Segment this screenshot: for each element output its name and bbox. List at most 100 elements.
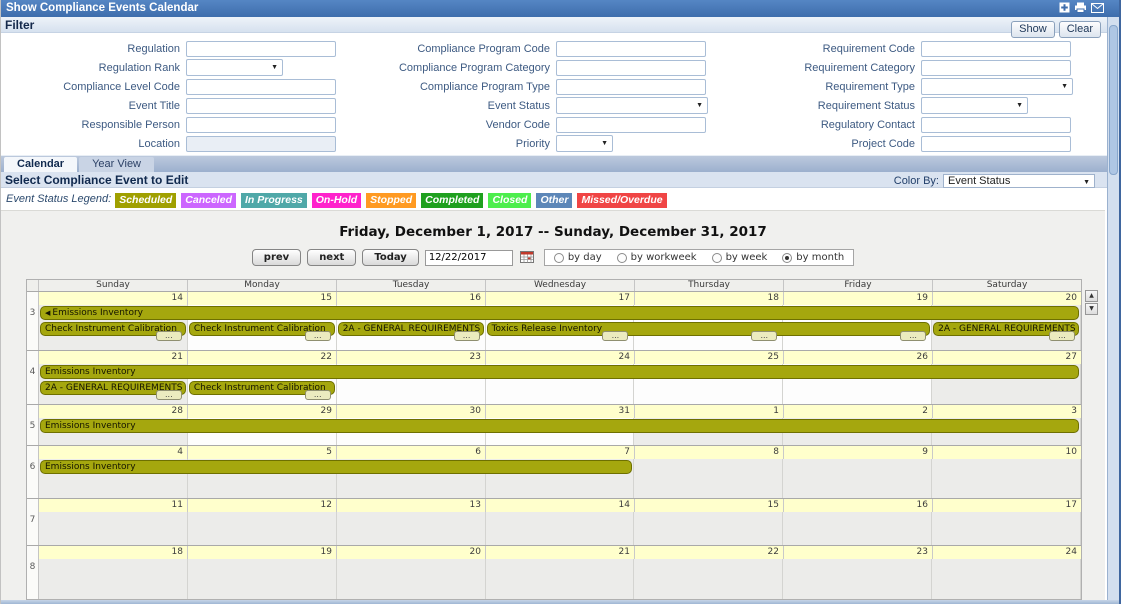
date-cell[interactable]: 18	[635, 292, 784, 305]
color-by-select[interactable]: Event Status ▼	[943, 174, 1095, 188]
date-picker-icon[interactable]	[520, 248, 534, 267]
date-cell[interactable]: 24	[933, 546, 1081, 559]
date-cell[interactable]: 30	[337, 405, 486, 418]
date-cell[interactable]: 23	[784, 546, 933, 559]
event-bar-emissions-inventory[interactable]: Emissions Inventory	[40, 460, 632, 474]
tab-year-view[interactable]: Year View	[79, 157, 154, 172]
clear-button[interactable]: Clear	[1059, 21, 1101, 38]
day-cell[interactable]	[337, 559, 486, 599]
date-cell[interactable]: 26	[784, 351, 933, 364]
field-vendor-code[interactable]	[556, 117, 706, 133]
date-cell[interactable]: 6	[337, 446, 486, 459]
date-cell[interactable]: 1	[635, 405, 784, 418]
field-responsible-person[interactable]	[186, 117, 336, 133]
date-cell[interactable]: 9	[784, 446, 933, 459]
date-cell[interactable]: 29	[188, 405, 337, 418]
scroll-up-icon[interactable]: ▲	[1085, 290, 1098, 302]
event-bar-toxics-release-inventory[interactable]: Toxics Release Inventory	[487, 322, 931, 336]
field-requirement-code[interactable]	[921, 41, 1071, 57]
date-cell[interactable]: 20	[337, 546, 486, 559]
event-options-button[interactable]: ...	[900, 331, 926, 341]
event-options-button[interactable]: ...	[1049, 331, 1075, 341]
date-cell[interactable]: 12	[188, 499, 337, 512]
date-cell[interactable]: 15	[635, 499, 784, 512]
day-cell[interactable]	[634, 559, 783, 599]
date-cell[interactable]: 5	[188, 446, 337, 459]
date-cell[interactable]: 14	[486, 499, 635, 512]
day-cell[interactable]	[188, 559, 337, 599]
event-options-button[interactable]: ...	[156, 331, 182, 341]
date-cell[interactable]: 11	[39, 499, 188, 512]
field-regulatory-contact[interactable]	[921, 117, 1071, 133]
date-cell[interactable]: 19	[784, 292, 933, 305]
tab-calendar[interactable]: Calendar	[4, 157, 77, 172]
date-input[interactable]	[425, 250, 513, 266]
day-cell[interactable]	[188, 512, 337, 545]
day-cell[interactable]	[486, 512, 635, 545]
field-location[interactable]	[186, 136, 336, 152]
date-cell[interactable]: 17	[486, 292, 635, 305]
date-cell[interactable]: 4	[39, 446, 188, 459]
field-event-title[interactable]	[186, 98, 336, 114]
day-cell[interactable]	[783, 512, 932, 545]
view-option-by-month[interactable]: by month	[782, 252, 844, 263]
event-options-button[interactable]: ...	[156, 390, 182, 400]
event-bar-emissions-inventory[interactable]: Emissions Inventory	[40, 365, 1079, 379]
field-requirement-category[interactable]	[921, 60, 1071, 76]
date-cell[interactable]: 18	[39, 546, 188, 559]
field-requirement-type[interactable]: ▼	[921, 78, 1073, 95]
field-event-status[interactable]: ▼	[556, 97, 708, 114]
date-cell[interactable]: 10	[933, 446, 1081, 459]
date-cell[interactable]: 2	[784, 405, 933, 418]
scroll-down-icon[interactable]: ▼	[1085, 303, 1098, 315]
date-cell[interactable]: 27	[933, 351, 1081, 364]
field-priority[interactable]: ▼	[556, 135, 613, 152]
event-bar-emissions-inventory[interactable]: ◀Emissions Inventory	[40, 306, 1079, 320]
view-option-by-workweek[interactable]: by workweek	[617, 252, 697, 263]
field-regulation-rank[interactable]: ▼	[186, 59, 283, 76]
day-cell[interactable]	[486, 559, 635, 599]
date-cell[interactable]: 14	[39, 292, 188, 305]
view-option-by-week[interactable]: by week	[712, 252, 768, 263]
prev-button[interactable]: prev	[252, 249, 301, 266]
date-cell[interactable]: 23	[337, 351, 486, 364]
day-cell[interactable]	[932, 512, 1081, 545]
event-options-button[interactable]: ...	[602, 331, 628, 341]
date-cell[interactable]: 17	[933, 499, 1081, 512]
date-cell[interactable]: 20	[933, 292, 1081, 305]
field-regulation[interactable]	[186, 41, 336, 57]
page-scrollbar-thumb[interactable]	[1109, 25, 1118, 175]
date-cell[interactable]: 19	[188, 546, 337, 559]
event-options-button[interactable]: ...	[454, 331, 480, 341]
date-cell[interactable]: 25	[635, 351, 784, 364]
date-cell[interactable]: 24	[486, 351, 635, 364]
date-cell[interactable]: 8	[635, 446, 784, 459]
field-project-code[interactable]	[921, 136, 1071, 152]
event-options-button[interactable]: ...	[305, 331, 331, 341]
event-options-button[interactable]: ...	[751, 331, 777, 341]
day-cell[interactable]	[932, 559, 1081, 599]
date-cell[interactable]: 21	[486, 546, 635, 559]
day-cell[interactable]	[634, 512, 783, 545]
day-cell[interactable]	[634, 459, 783, 498]
date-cell[interactable]: 7	[486, 446, 635, 459]
show-button[interactable]: Show	[1011, 21, 1055, 38]
date-cell[interactable]: 15	[188, 292, 337, 305]
date-cell[interactable]: 13	[337, 499, 486, 512]
page-scrollbar[interactable]	[1107, 17, 1119, 600]
day-cell[interactable]	[783, 559, 932, 599]
field-compliance-program-type[interactable]	[556, 79, 706, 95]
field-compliance-program-code[interactable]	[556, 41, 706, 57]
date-cell[interactable]: 16	[784, 499, 933, 512]
next-button[interactable]: next	[307, 249, 356, 266]
field-requirement-status[interactable]: ▼	[921, 97, 1028, 114]
day-cell[interactable]	[39, 512, 188, 545]
day-cell[interactable]	[932, 459, 1081, 498]
date-cell[interactable]: 16	[337, 292, 486, 305]
date-cell[interactable]: 3	[933, 405, 1081, 418]
day-cell[interactable]	[783, 459, 932, 498]
date-cell[interactable]: 22	[188, 351, 337, 364]
date-cell[interactable]: 31	[486, 405, 635, 418]
today-button[interactable]: Today	[362, 249, 418, 266]
day-cell[interactable]	[337, 512, 486, 545]
